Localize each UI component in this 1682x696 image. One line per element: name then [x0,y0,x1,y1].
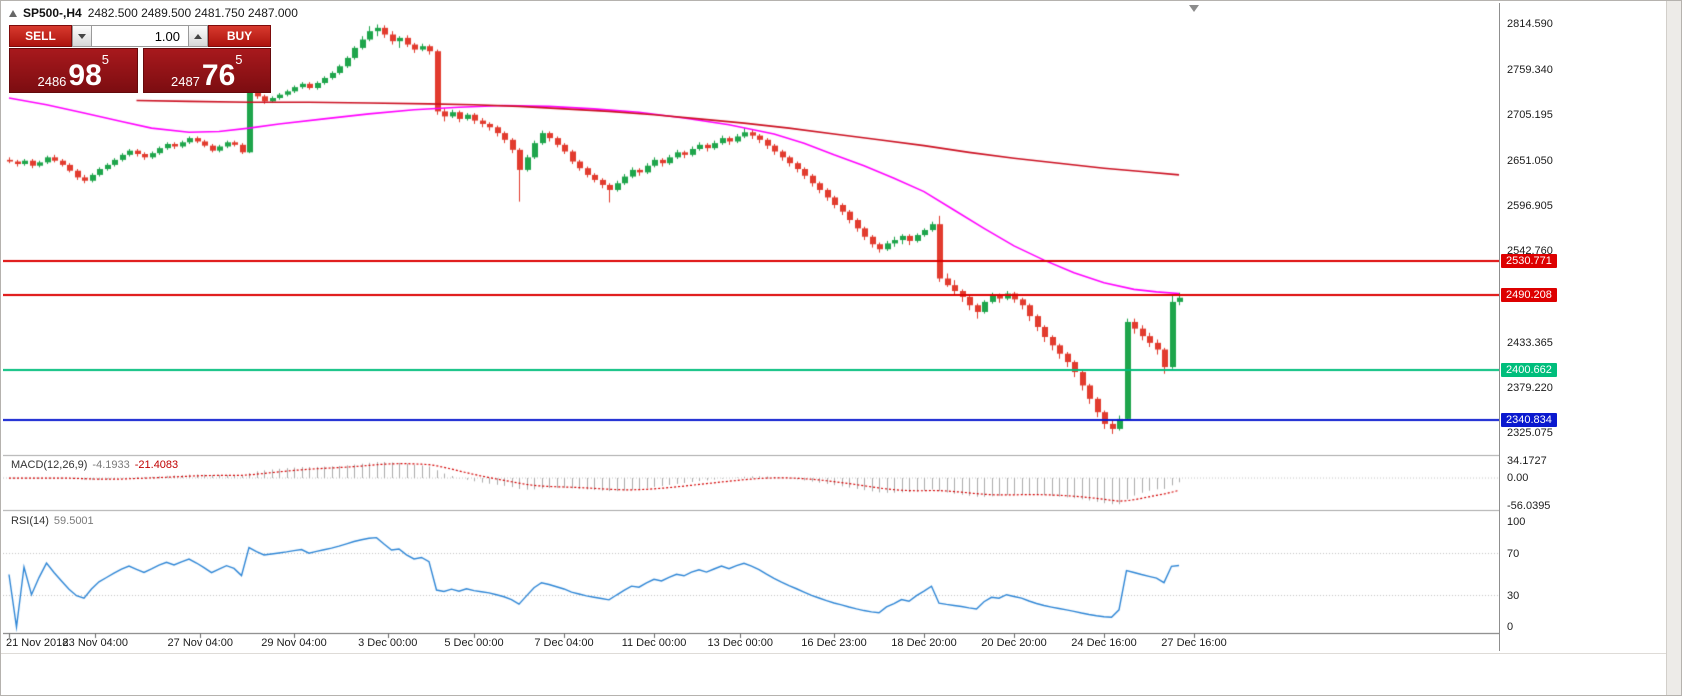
chart-title: SP500-,H4 2482.500 2489.500 2481.750 248… [9,6,298,20]
rsi-value: 59.5001 [53,515,94,527]
window-bottom-edge [1,653,1666,695]
volume-input[interactable]: 1.00 [92,25,188,47]
price-level-badge: 2400.662 [1501,362,1557,377]
price-axis-label: 2814.590 [1507,18,1553,30]
trade-panel-prices: 2486 98 5 2487 76 5 [9,48,271,93]
price-level-badge: 2490.208 [1501,288,1557,303]
time-axis[interactable]: 21 Nov 2018 23 Nov 04:00 27 Nov 04:00 29 No… [3,637,1499,651]
symbol-period-label: SP500-,H4 [23,6,82,20]
macd-value: -4.1933 [92,459,130,471]
buy-price-pip: 5 [235,52,243,67]
chart-shift-marker-icon[interactable] [1189,5,1199,12]
price-axis-label: 2433.365 [1507,336,1553,349]
chevron-up-icon [194,33,202,39]
sell-price-pip: 5 [101,52,110,67]
rsi-axis-label: 30 [1507,589,1520,602]
buy-price-prefix: 2487 [170,74,200,89]
rsi-title: RSI(14) [11,515,49,527]
one-click-trading-panel: SELL 1.00 BUY 2486 98 5 2487 76 [9,25,271,93]
chart-region: SP500-,H4 2482.500 2489.500 2481.750 248… [3,3,1499,651]
volume-increase-button[interactable] [188,25,208,47]
time-axis-label: 11 Dec 00:00 [621,637,687,649]
time-axis-label: 13 Dec 00:00 [707,637,773,649]
price-chart-canvas[interactable] [3,3,1499,651]
time-axis-label: 3 Dec 00:00 [358,637,418,649]
rsi-axis-label: 70 [1507,547,1520,560]
time-axis-label: 23 Nov 04:00 [62,637,128,649]
buy-price-button[interactable]: 2487 76 5 [142,48,271,93]
buy-price-big: 76 [201,59,236,92]
price-axis-label: 2542.760 [1507,245,1553,258]
price-axis-label: 2705.195 [1507,109,1553,122]
sell-price-prefix: 2486 [37,74,67,89]
time-axis-label: 7 Dec 04:00 [534,637,594,649]
price-axis-label: 2379.220 [1507,381,1553,394]
symbol-triangle-icon [9,9,17,17]
sell-price-big: 98 [68,59,102,92]
window-right-edge [1666,1,1681,695]
time-axis-label: 27 Nov 04:00 [167,637,233,649]
trade-panel-controls: SELL 1.00 BUY [9,25,271,47]
time-axis-label: 24 Dec 16:00 [1071,637,1137,649]
sell-button[interactable]: SELL [9,25,72,47]
time-axis-label: 21 Nov 2018 [6,637,69,649]
price-level-badge: 2340.834 [1501,412,1557,427]
ohlc-values: 2482.500 2489.500 2481.750 2487.000 [87,6,298,20]
macd-signal-value: -21.4083 [134,459,179,471]
price-level-badge: 2530.771 [1501,254,1557,269]
rsi-indicator-label: RSI(14) 59.5001 [11,515,94,527]
macd-indicator-label: MACD(12,26,9) -4.1933 -21.4083 [11,459,178,471]
time-axis-label: 5 Dec 00:00 [444,637,504,649]
macd-axis-label: 34.1727 [1507,455,1547,467]
price-axis-label: 2759.340 [1507,64,1553,77]
time-axis-label: 20 Dec 20:00 [981,637,1047,649]
sell-price-button[interactable]: 2486 98 5 [9,48,138,93]
price-axis-label: 2651.050 [1507,154,1553,167]
macd-title: MACD(12,26,9) [11,459,88,471]
chevron-down-icon [78,33,86,39]
price-axis[interactable]: 2814.590 2759.340 2705.195 2651.050 2596.905… [1499,3,1665,651]
time-axis-label: 16 Dec 23:00 [801,637,867,649]
price-axis-label: 2596.905 [1507,199,1553,212]
macd-axis-label: -56.0395 [1507,500,1551,512]
volume-decrease-button[interactable] [72,25,92,47]
time-axis-label: 29 Nov 04:00 [261,637,327,649]
macd-axis-label: 0.00 [1507,472,1529,485]
price-axis-label: 2325.075 [1507,427,1553,440]
rsi-axis-label: 0 [1507,621,1514,633]
time-axis-label: 27 Dec 16:00 [1161,637,1227,649]
rsi-axis-label: 100 [1507,516,1526,528]
buy-button[interactable]: BUY [208,25,271,47]
time-axis-label: 18 Dec 20:00 [891,637,957,649]
